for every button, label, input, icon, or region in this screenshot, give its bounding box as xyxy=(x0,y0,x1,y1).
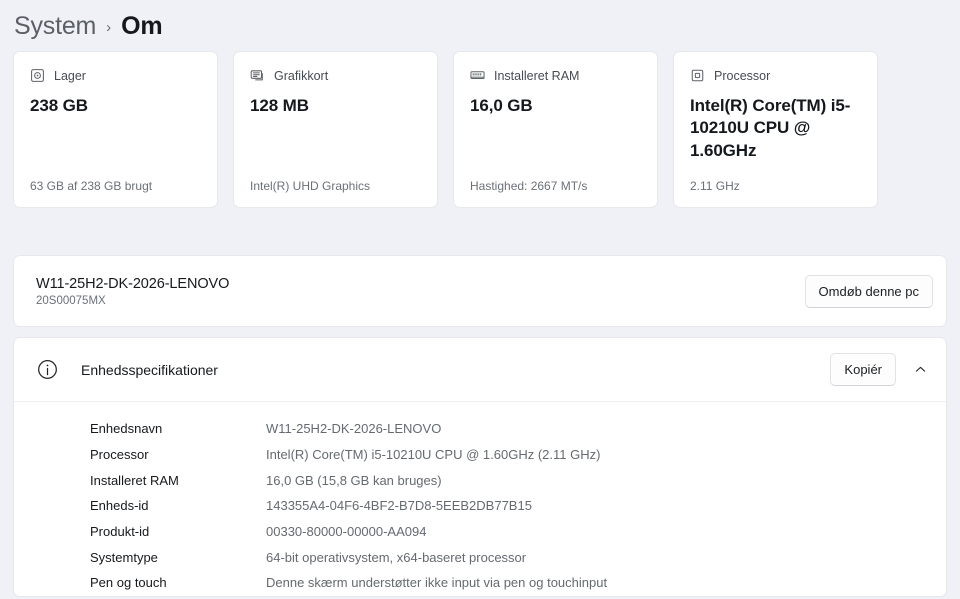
graphics-card-value: 128 MB xyxy=(250,96,309,115)
spec-key: Installeret RAM xyxy=(90,472,179,488)
chevron-up-icon[interactable] xyxy=(902,352,938,388)
spec-key: Enheds-id xyxy=(90,498,149,514)
hard-drive-icon xyxy=(30,68,45,83)
spec-key: Systemtype xyxy=(90,549,158,565)
page-title: Om xyxy=(121,11,163,40)
spec-key: Processor xyxy=(90,447,149,463)
spec-row: Pen og touch Denne skærm understøtter ik… xyxy=(14,570,946,596)
cpu-chip-icon xyxy=(690,68,705,83)
spec-key: Produkt-id xyxy=(90,524,150,540)
graphics-card-header: Grafikkort xyxy=(250,67,421,84)
spec-value: 64-bit operativsystem, x64-baseret proce… xyxy=(266,549,527,565)
spec-value: Denne skærm understøtter ikke input via … xyxy=(266,575,608,591)
ram-card-value: 16,0 GB xyxy=(470,96,533,115)
storage-card-label: Lager xyxy=(54,68,86,83)
spec-value: 143355A4-04F6-4BF2-B7D8-5EEB2DB77B15 xyxy=(266,498,532,514)
processor-card-sub: 2.11 GHz xyxy=(690,179,740,193)
device-name-block: W11-25H2-DK-2026-LENOVO 20S00075MX xyxy=(36,276,229,307)
spec-value: 00330-80000-00000-AA094 xyxy=(266,524,427,540)
breadcrumb-parent-system[interactable]: System xyxy=(14,11,97,40)
memory-module-icon xyxy=(470,68,485,83)
spec-key: Pen og touch xyxy=(90,575,167,591)
spec-value: W11-25H2-DK-2026-LENOVO xyxy=(266,421,442,437)
spec-row: Installeret RAM 16,0 GB (15,8 GB kan bru… xyxy=(14,467,946,493)
processor-card-label: Processor xyxy=(714,68,771,83)
processor-card-header: Processor xyxy=(690,67,861,84)
ram-card-sub: Hastighed: 2667 MT/s xyxy=(470,179,588,193)
spec-row: Enhedsnavn W11-25H2-DK-2026-LENOVO xyxy=(14,416,946,442)
device-specifications-header[interactable]: Enhedsspecifikationer Kopiér xyxy=(14,338,946,402)
rename-pc-button[interactable]: Omdøb denne pc xyxy=(804,274,933,308)
summary-cards-row: Lager 238 GB 63 GB af 238 GB brugt Grafi… xyxy=(0,44,960,208)
graphics-card-label: Grafikkort xyxy=(274,68,329,83)
ram-card-header: Installeret RAM xyxy=(470,67,641,84)
device-name-card: W11-25H2-DK-2026-LENOVO 20S00075MX Omdøb… xyxy=(13,255,947,327)
storage-card-sub: 63 GB af 238 GB brugt xyxy=(30,179,153,193)
storage-card-header: Lager xyxy=(30,67,201,84)
storage-card-value: 238 GB xyxy=(30,96,88,115)
info-circle-icon xyxy=(36,358,59,381)
storage-card: Lager 238 GB 63 GB af 238 GB brugt xyxy=(13,51,218,208)
device-name-text: W11-25H2-DK-2026-LENOVO xyxy=(36,275,230,292)
graphics-card-sub: Intel(R) UHD Graphics xyxy=(250,179,371,193)
ram-card-label: Installeret RAM xyxy=(494,68,580,83)
processor-card: Processor Intel(R) Core(TM) i5-10210U CP… xyxy=(673,51,878,208)
processor-card-value: Intel(R) Core(TM) i5-10210U CPU @ 1.60GH… xyxy=(690,96,851,160)
breadcrumb: System › Om xyxy=(0,0,960,44)
device-specifications-title: Enhedsspecifikationer xyxy=(81,361,218,378)
spec-value: Intel(R) Core(TM) i5-10210U CPU @ 1.60GH… xyxy=(266,447,601,463)
spec-row: Produkt-id 00330-80000-00000-AA094 xyxy=(14,519,946,545)
spec-row: Processor Intel(R) Core(TM) i5-10210U CP… xyxy=(14,442,946,468)
device-specifications-card: Enhedsspecifikationer Kopiér Enhedsnavn … xyxy=(13,337,947,597)
ram-card: Installeret RAM 16,0 GB Hastighed: 2667 … xyxy=(453,51,658,208)
display-adapter-icon xyxy=(250,68,265,83)
breadcrumb-chevron-right-icon: › xyxy=(106,18,112,36)
spec-key: Enhedsnavn xyxy=(90,421,163,437)
device-specifications-list: Enhedsnavn W11-25H2-DK-2026-LENOVO Proce… xyxy=(14,402,946,596)
copy-specifications-button[interactable]: Kopiér xyxy=(830,353,896,386)
spec-row: Enheds-id 143355A4-04F6-4BF2-B7D8-5EEB2D… xyxy=(14,493,946,519)
graphics-card: Grafikkort 128 MB Intel(R) UHD Graphics xyxy=(233,51,438,208)
spec-value: 16,0 GB (15,8 GB kan bruges) xyxy=(266,472,442,488)
device-model-text: 20S00075MX xyxy=(36,294,106,307)
spec-row: Systemtype 64-bit operativsystem, x64-ba… xyxy=(14,544,946,570)
